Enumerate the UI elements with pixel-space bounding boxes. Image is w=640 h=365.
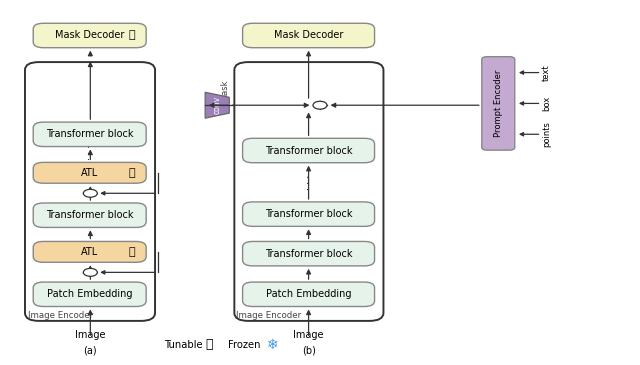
Text: Transformer block: Transformer block	[46, 129, 134, 139]
FancyBboxPatch shape	[33, 203, 146, 227]
Circle shape	[313, 101, 327, 109]
Text: Frozen: Frozen	[228, 340, 260, 350]
FancyBboxPatch shape	[234, 62, 383, 321]
Text: Transformer block: Transformer block	[265, 209, 353, 219]
FancyBboxPatch shape	[33, 282, 146, 307]
Text: Transformer block: Transformer block	[46, 210, 134, 220]
Text: box: box	[542, 96, 551, 111]
FancyBboxPatch shape	[482, 57, 515, 150]
Circle shape	[83, 189, 97, 197]
Text: 🔥: 🔥	[205, 338, 212, 351]
Text: Image Encoder: Image Encoder	[236, 311, 301, 320]
Text: Patch Embedding: Patch Embedding	[47, 289, 132, 299]
FancyBboxPatch shape	[243, 138, 374, 163]
FancyBboxPatch shape	[33, 162, 146, 183]
Text: 🔥: 🔥	[129, 31, 136, 41]
FancyBboxPatch shape	[33, 23, 146, 48]
FancyBboxPatch shape	[243, 23, 374, 48]
Polygon shape	[205, 92, 229, 118]
Text: ATL: ATL	[81, 247, 99, 257]
Circle shape	[83, 268, 97, 276]
FancyBboxPatch shape	[33, 242, 146, 262]
Text: · · ·: · · ·	[303, 175, 314, 190]
Text: Transformer block: Transformer block	[265, 249, 353, 259]
Text: points: points	[542, 121, 551, 147]
Text: 🔥: 🔥	[129, 168, 136, 178]
Text: Tunable: Tunable	[164, 340, 203, 350]
FancyBboxPatch shape	[33, 122, 146, 147]
Text: conv: conv	[212, 96, 221, 114]
FancyBboxPatch shape	[243, 282, 374, 307]
FancyBboxPatch shape	[25, 62, 155, 321]
Text: Patch Embedding: Patch Embedding	[266, 289, 351, 299]
Text: (a): (a)	[83, 345, 97, 356]
Text: text: text	[542, 64, 551, 81]
Text: Mask Decoder: Mask Decoder	[55, 31, 124, 41]
Text: mask: mask	[220, 80, 229, 102]
FancyBboxPatch shape	[243, 202, 374, 226]
Text: Image Encoder: Image Encoder	[28, 311, 93, 320]
Text: ATL: ATL	[81, 168, 99, 178]
Text: Mask Decoder: Mask Decoder	[274, 31, 343, 41]
Text: Image: Image	[293, 330, 324, 340]
Text: ❄: ❄	[267, 338, 278, 352]
Text: Prompt Encoder: Prompt Encoder	[494, 70, 503, 137]
Text: Transformer block: Transformer block	[265, 146, 353, 155]
Text: (b): (b)	[301, 345, 316, 356]
Text: Image: Image	[75, 330, 106, 340]
Text: · · ·: · · ·	[85, 145, 95, 160]
Text: 🔥: 🔥	[129, 247, 136, 257]
FancyBboxPatch shape	[243, 242, 374, 266]
